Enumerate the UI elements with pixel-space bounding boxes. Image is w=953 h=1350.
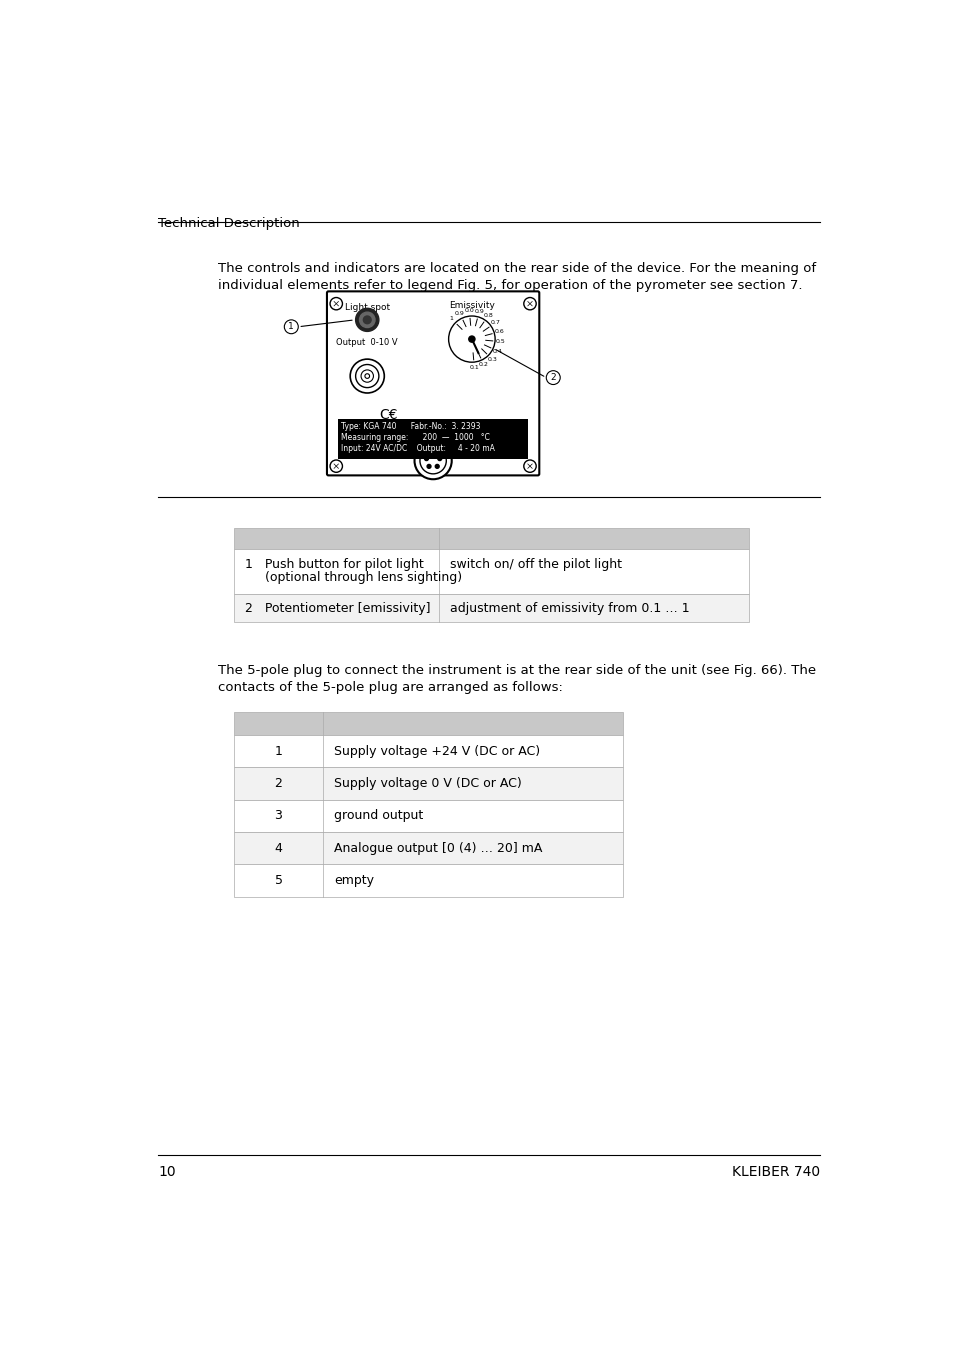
Bar: [233, 799, 622, 832]
Text: 10: 10: [158, 1165, 175, 1179]
Circle shape: [523, 297, 536, 310]
Text: switch on/ off the pilot light: switch on/ off the pilot light: [450, 558, 621, 571]
Text: 0.5: 0.5: [495, 339, 505, 344]
Text: 2   Potentiometer [emissivity]: 2 Potentiometer [emissivity]: [245, 602, 430, 614]
Text: Emissivity: Emissivity: [449, 301, 495, 310]
Bar: [233, 549, 748, 594]
Bar: [233, 734, 622, 767]
Circle shape: [546, 371, 559, 385]
Text: 1: 1: [274, 745, 282, 757]
Text: Technical Description: Technical Description: [158, 217, 299, 231]
Circle shape: [437, 456, 441, 460]
Text: Measuring range:      200  —  1000   °C: Measuring range: 200 — 1000 °C: [340, 433, 489, 441]
Text: adjustment of emissivity from 0.1 … 1: adjustment of emissivity from 0.1 … 1: [450, 602, 689, 614]
Text: Analogue output [0 (4) … 20] mA: Analogue output [0 (4) … 20] mA: [334, 841, 541, 855]
Text: 2: 2: [550, 373, 556, 382]
Text: Type: KGA 740      Fabr.-No.:  3. 2393: Type: KGA 740 Fabr.-No.: 3. 2393: [340, 423, 480, 431]
Circle shape: [330, 460, 342, 472]
Circle shape: [424, 456, 428, 460]
Text: 1   Push button for pilot light: 1 Push button for pilot light: [245, 558, 423, 571]
Circle shape: [523, 460, 536, 472]
Text: 1: 1: [288, 323, 294, 331]
Text: KLEIBER 740: KLEIBER 740: [731, 1165, 819, 1179]
FancyBboxPatch shape: [327, 292, 538, 475]
Text: Supply voltage +24 V (DC or AC): Supply voltage +24 V (DC or AC): [334, 745, 539, 757]
Circle shape: [363, 316, 371, 324]
Circle shape: [435, 464, 438, 468]
Circle shape: [468, 336, 475, 342]
Text: 2: 2: [274, 776, 282, 790]
Text: 5: 5: [274, 873, 282, 887]
Bar: [233, 767, 622, 799]
Text: 4: 4: [274, 841, 282, 855]
Circle shape: [365, 374, 369, 378]
Text: 3: 3: [274, 809, 282, 822]
Circle shape: [448, 316, 495, 362]
Text: 1: 1: [449, 316, 453, 321]
Circle shape: [360, 370, 373, 382]
Text: 0.7: 0.7: [490, 320, 499, 325]
Text: 0.3: 0.3: [487, 356, 497, 362]
Text: 0.9: 0.9: [455, 310, 464, 316]
Circle shape: [419, 448, 446, 474]
Bar: [233, 711, 622, 734]
Circle shape: [359, 312, 375, 328]
Circle shape: [431, 452, 435, 456]
Text: 0.6: 0.6: [495, 329, 504, 335]
Text: Light spot: Light spot: [344, 302, 390, 312]
Bar: [233, 864, 622, 896]
Text: 0.1: 0.1: [469, 364, 478, 370]
Text: empty: empty: [334, 873, 374, 887]
Text: 0.2: 0.2: [478, 362, 489, 367]
Text: ground output: ground output: [334, 809, 423, 822]
Bar: [233, 528, 748, 549]
Text: 0.8: 0.8: [483, 313, 493, 319]
Circle shape: [355, 364, 378, 387]
Text: The 5-pole plug to connect the instrument is at the rear side of the unit (see F: The 5-pole plug to connect the instrumen…: [218, 664, 816, 678]
Text: individual elements refer to legend Fig. 5, for operation of the pyrometer see s: individual elements refer to legend Fig.…: [218, 279, 802, 292]
Text: contacts of the 5-pole plug are arranged as follows:: contacts of the 5-pole plug are arranged…: [218, 680, 562, 694]
Circle shape: [350, 359, 384, 393]
Text: (optional through lens sighting): (optional through lens sighting): [245, 571, 461, 583]
Bar: [233, 832, 622, 864]
Circle shape: [284, 320, 298, 333]
Circle shape: [427, 464, 431, 468]
Bar: [337, 420, 528, 459]
Text: 0.4: 0.4: [493, 348, 502, 354]
Circle shape: [355, 308, 378, 331]
Bar: [233, 594, 748, 622]
Circle shape: [330, 297, 342, 310]
Text: Supply voltage 0 V (DC or AC): Supply voltage 0 V (DC or AC): [334, 776, 521, 790]
Text: C€: C€: [378, 409, 397, 423]
Text: The controls and indicators are located on the rear side of the device. For the : The controls and indicators are located …: [218, 262, 816, 275]
Circle shape: [415, 443, 452, 479]
Text: Input: 24V AC/DC    Output:     4 - 20 mA: Input: 24V AC/DC Output: 4 - 20 mA: [340, 444, 495, 452]
Text: 0.0: 0.0: [464, 308, 474, 313]
Text: 0.9: 0.9: [474, 309, 484, 315]
Text: Output  0-10 V: Output 0-10 V: [336, 338, 397, 347]
